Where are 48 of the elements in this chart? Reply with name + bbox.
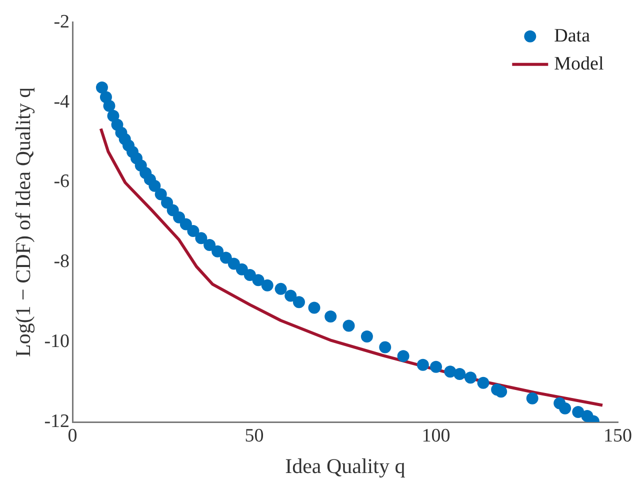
point	[244, 268, 256, 281]
point	[284, 290, 297, 302]
x-tick-label: 50	[244, 425, 264, 446]
y-tick-label: -2	[54, 11, 70, 32]
legend-label: Model	[554, 53, 604, 74]
point	[252, 274, 264, 286]
point	[187, 224, 200, 237]
point	[274, 282, 287, 295]
point	[444, 366, 456, 378]
point	[397, 350, 410, 362]
y-tick-label: -6	[54, 171, 70, 192]
point	[308, 302, 320, 314]
point	[495, 386, 508, 398]
x-tick-label: 0	[68, 425, 78, 446]
point	[220, 252, 232, 264]
x-tick-label: 100	[422, 425, 450, 446]
point	[464, 372, 477, 384]
legend-label: Data	[554, 25, 591, 46]
point	[173, 211, 186, 224]
point	[292, 296, 305, 308]
point	[180, 218, 192, 230]
point	[148, 180, 161, 192]
point	[204, 238, 216, 251]
point	[103, 100, 116, 112]
point	[559, 402, 572, 414]
point	[342, 320, 355, 332]
x-tick-label: 150	[604, 425, 632, 446]
y-tick-label: -12	[44, 410, 70, 432]
point	[261, 279, 274, 292]
y-axis-title: Log(1 − CDF) of Idea Quality q	[11, 86, 36, 358]
point	[379, 341, 392, 354]
y-tick-label: -8	[54, 251, 70, 272]
point	[360, 330, 373, 342]
point	[454, 368, 466, 380]
point	[161, 196, 174, 209]
x-axis-title: Idea Quality q	[285, 454, 406, 478]
point	[195, 232, 208, 244]
point	[416, 358, 429, 371]
point	[154, 188, 167, 200]
point	[212, 245, 224, 258]
point	[526, 392, 538, 404]
point	[96, 82, 108, 94]
point	[477, 376, 490, 389]
point	[430, 360, 442, 373]
point	[324, 310, 337, 323]
y-tick-label: -4	[54, 91, 70, 112]
y-tick-label: -10	[44, 331, 70, 352]
point	[572, 406, 584, 418]
